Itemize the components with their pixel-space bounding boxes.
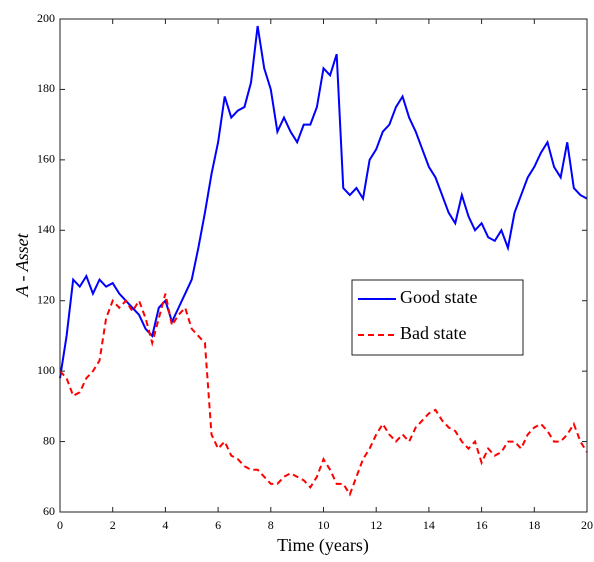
legend-label: Bad state [400, 323, 466, 343]
x-tick-label: 16 [476, 518, 488, 532]
x-tick-label: 8 [268, 518, 274, 532]
y-tick-label: 200 [37, 11, 55, 25]
series-line [59, 293, 588, 497]
legend-box [351, 279, 524, 356]
legend-label: Good state [400, 287, 477, 307]
y-tick-label: 100 [37, 363, 55, 377]
x-tick-label: 10 [318, 518, 330, 532]
x-axis-label: Time (years) [277, 535, 369, 556]
y-tick-label: 160 [37, 152, 55, 166]
y-tick-label: 180 [37, 81, 55, 95]
series-line [59, 25, 588, 379]
x-tick-label: 18 [528, 518, 540, 532]
x-tick-label: 14 [423, 518, 435, 532]
y-tick-label: 120 [37, 292, 55, 306]
x-tick-label: 12 [370, 518, 382, 532]
x-tick-label: 20 [581, 518, 593, 532]
x-tick-label: 4 [162, 518, 168, 532]
plot-frame [59, 18, 588, 513]
y-axis-label: A - Asset [12, 232, 32, 297]
y-tick-label: 140 [37, 222, 55, 236]
y-tick-label: 60 [43, 504, 55, 518]
x-tick-label: 6 [215, 518, 221, 532]
x-tick-label: 0 [57, 518, 63, 532]
y-tick-label: 80 [43, 433, 55, 447]
x-tick-label: 2 [110, 518, 116, 532]
